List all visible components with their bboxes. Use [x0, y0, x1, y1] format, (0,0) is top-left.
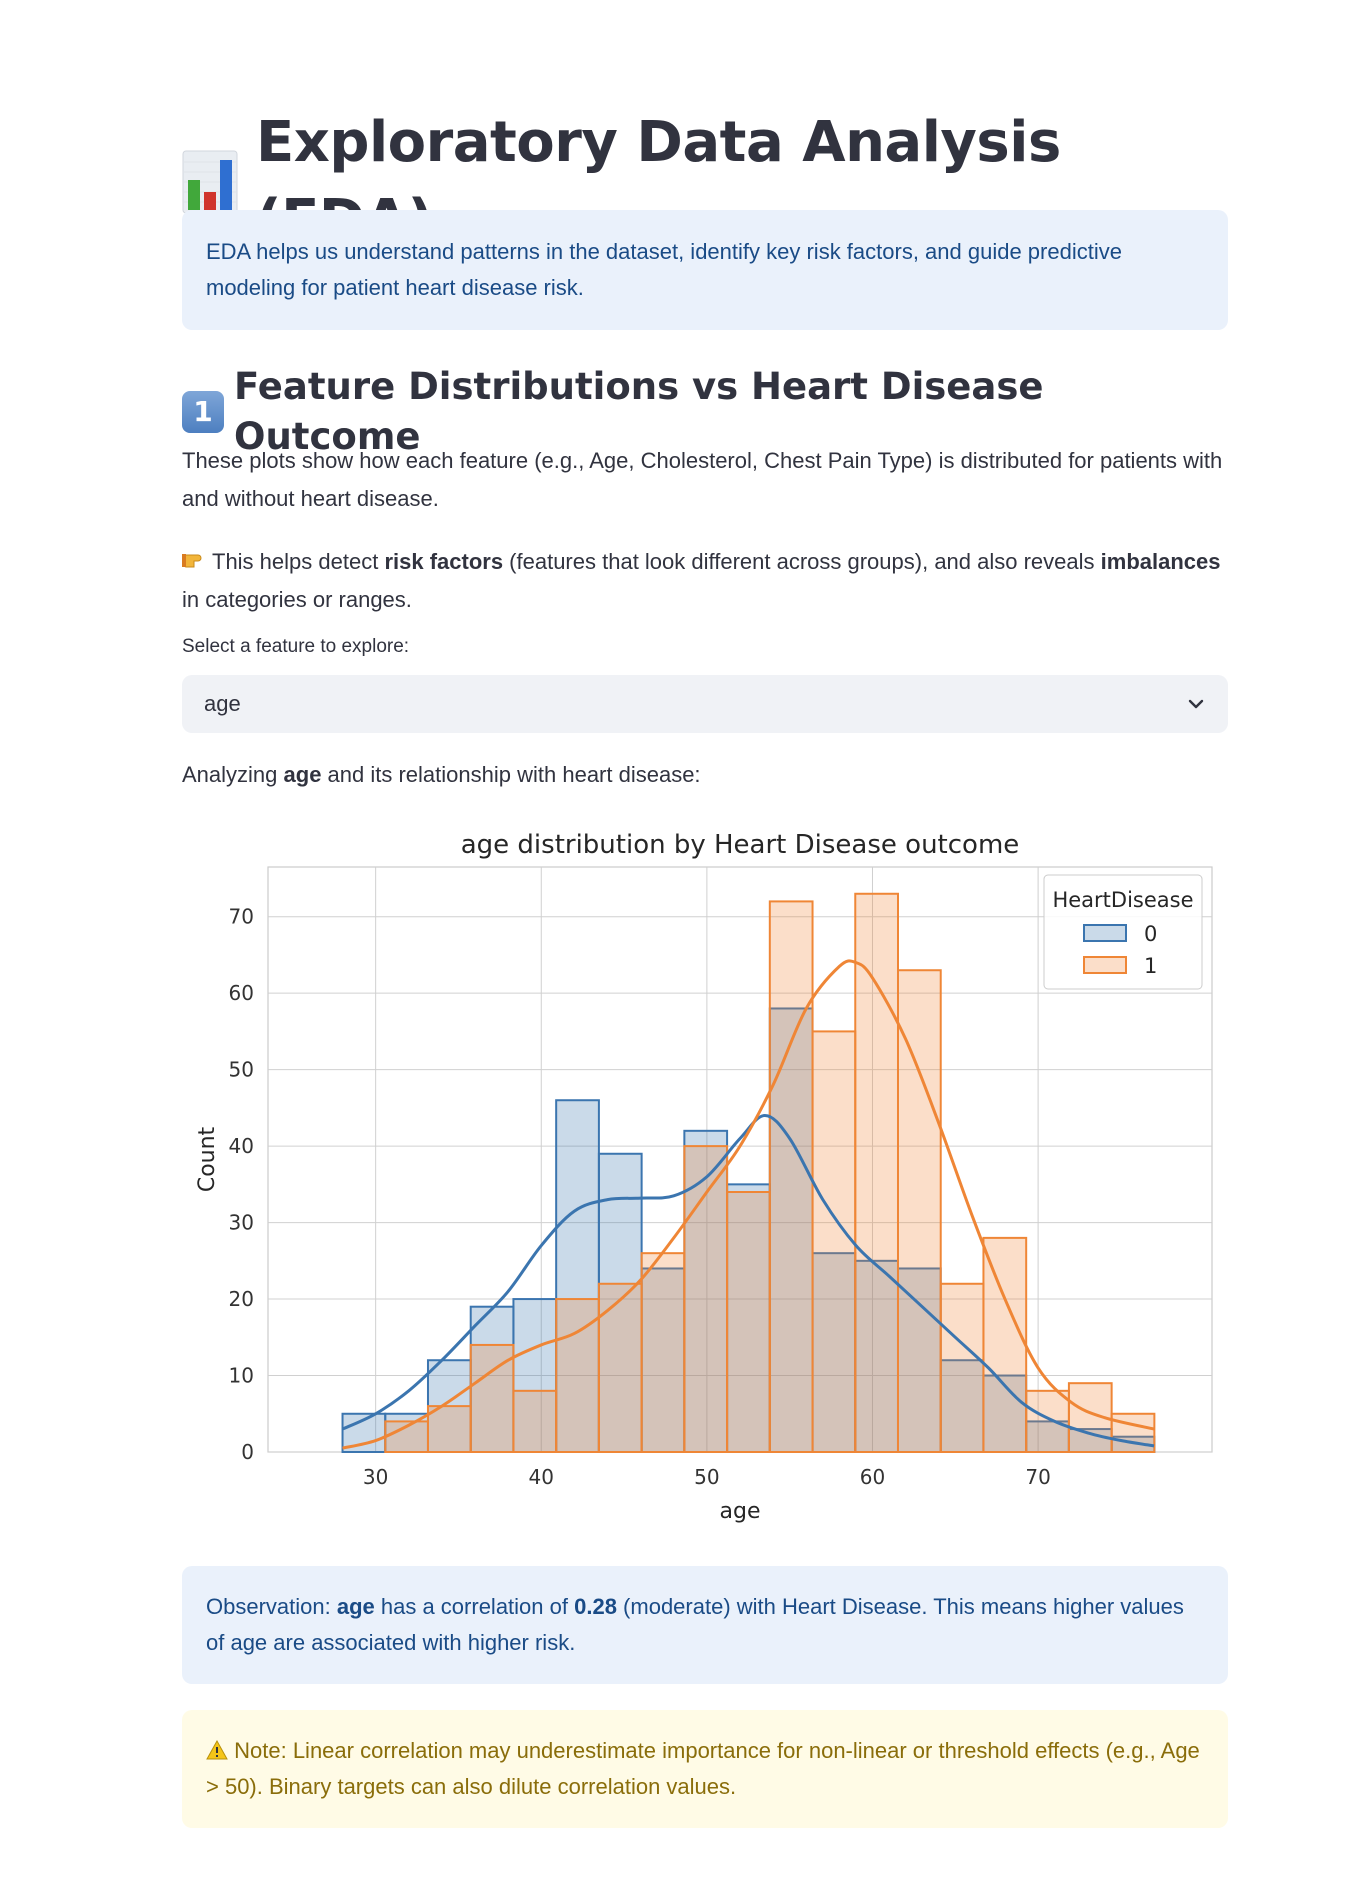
y-tick-label: 0 — [241, 1440, 254, 1464]
intro-info-box: EDA helps us understand patterns in the … — [182, 210, 1228, 330]
legend-swatch-0 — [1083, 924, 1127, 942]
histogram-bar-series-0 — [469, 1305, 515, 1453]
feature-select[interactable]: age — [182, 675, 1228, 733]
y-tick-label: 40 — [229, 1134, 254, 1158]
chevron-down-icon[interactable] — [1186, 694, 1206, 714]
pointing-hand-icon — [182, 554, 202, 568]
note-text: Note: Linear correlation may underestima… — [206, 1738, 1200, 1799]
histogram-bar-series-1 — [982, 1236, 1028, 1453]
histogram-bar-series-1 — [597, 1282, 643, 1453]
histogram-bar-series-1 — [469, 1343, 515, 1453]
histogram-bar-series-1 — [726, 1191, 771, 1453]
histogram-bar-series-1 — [939, 1282, 985, 1453]
bar-chart-emoji-icon — [182, 150, 238, 214]
chart-title: age distribution by Heart Disease outcom… — [461, 830, 1020, 860]
histogram-bar-series-1 — [512, 1389, 558, 1454]
y-tick-label: 30 — [229, 1211, 254, 1235]
histogram-bar-series-0 — [1025, 1420, 1070, 1453]
observation-feature: age — [336, 1594, 375, 1619]
x-tick-label: 60 — [860, 1465, 885, 1489]
x-tick-label: 70 — [1025, 1465, 1050, 1489]
analyzing-text: Analyzing age and its relationship with … — [182, 762, 701, 787]
y-tick-label: 20 — [229, 1287, 254, 1311]
risk-factor-paragraph: This helps detect risk factors (features… — [182, 549, 1221, 612]
histogram-bar-series-0 — [768, 1007, 814, 1453]
keycap-one-icon: 1 — [182, 391, 224, 433]
kde-curve-series-1 — [342, 959, 1155, 1450]
histogram-bar-series-1 — [640, 1252, 686, 1454]
histogram-bar-series-1 — [426, 1405, 472, 1454]
x-tick-label: 30 — [363, 1465, 388, 1489]
section-heading: 1 Feature Distributions vs Heart Disease… — [182, 362, 1228, 462]
legend-swatch-1 — [1083, 956, 1127, 974]
histogram-bar-series-1 — [896, 969, 942, 1453]
analyzing-feature: age — [283, 762, 322, 787]
legend-label-0: 0 — [1144, 922, 1157, 946]
histogram-bar-series-0 — [939, 1359, 985, 1453]
x-tick-label: 40 — [529, 1465, 554, 1489]
y-tick-label: 60 — [229, 981, 254, 1005]
note-warning-box: Note: Linear correlation may underestima… — [182, 1710, 1228, 1828]
observation-correlation: 0.28 — [574, 1594, 617, 1619]
risk-factors-bold: risk factors — [384, 549, 504, 574]
histogram-bar-series-1 — [768, 900, 814, 1454]
y-tick-label: 50 — [229, 1058, 254, 1082]
warning-icon — [206, 1739, 228, 1760]
histogram-bar-series-1 — [555, 1298, 600, 1454]
y-tick-label: 10 — [229, 1364, 254, 1388]
feature-select-label: Select a feature to explore: — [182, 636, 410, 657]
legend-label-1: 1 — [1144, 954, 1157, 978]
histogram-bar-series-1 — [854, 892, 899, 1453]
section-heading-text: Feature Distributions vs Heart Disease O… — [234, 365, 1044, 458]
observation-box: Observation: age has a correlation of 0.… — [182, 1566, 1228, 1684]
feature-select-value: age — [204, 691, 241, 716]
legend-title: HeartDisease — [1052, 888, 1193, 912]
x-axis-label: age — [720, 1499, 761, 1524]
imbalances-bold: imbalances — [1100, 549, 1221, 574]
y-tick-label: 70 — [229, 905, 254, 929]
histogram-bar-series-1 — [811, 1030, 857, 1453]
y-axis-label: Count — [195, 1126, 220, 1192]
intro-text: EDA helps us understand patterns in the … — [206, 239, 1122, 300]
histogram-bar-series-1 — [683, 1145, 729, 1453]
age-histogram-chart: 30 40 50 60 70 0 10 20 30 40 50 60 70 age distributio… — [182, 815, 1228, 1535]
histogram-bar-series-1 — [1025, 1389, 1070, 1454]
section-description: These plots show how each feature (e.g.,… — [182, 448, 1223, 511]
x-tick-label: 50 — [694, 1465, 719, 1489]
